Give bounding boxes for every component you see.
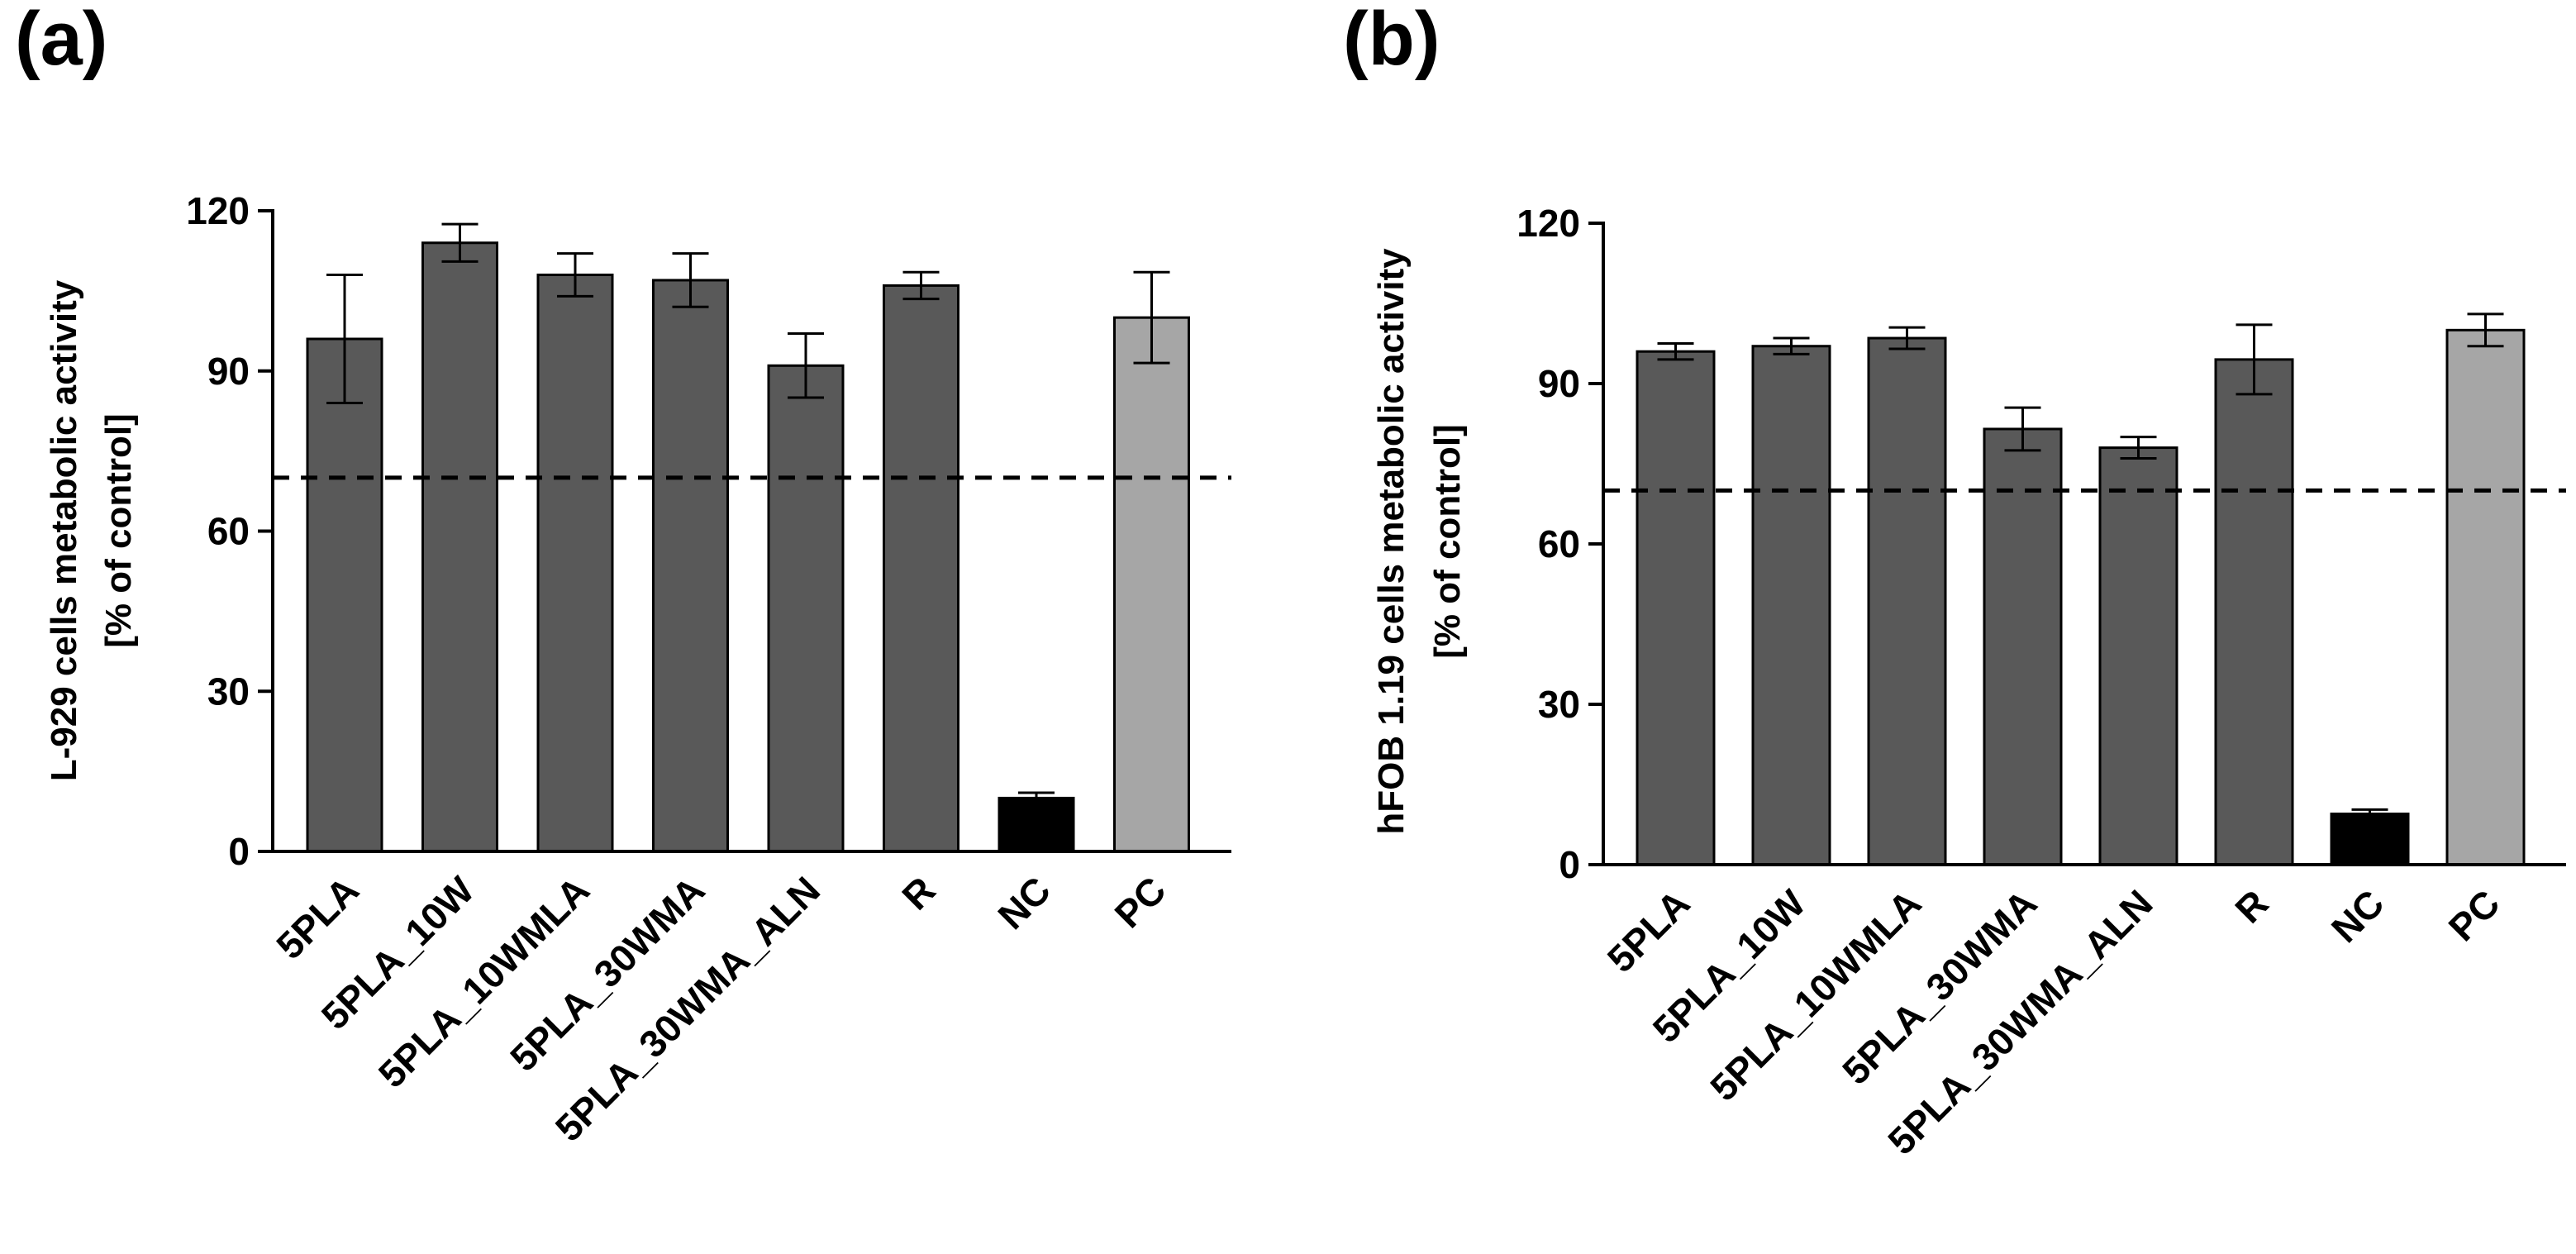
bar-5PLA_10WMLA [536,274,614,853]
y-axis-title-line1: hFOB 1.19 cells metabolic activity [1371,248,1412,835]
bar-NC [998,796,1075,853]
category-label: NC [989,868,1059,937]
category-label: 5PLA_10WMLA [1702,881,1929,1109]
y-tick-label: 90 [1538,362,1580,405]
y-tick-label: 120 [1517,202,1580,245]
bar-5PLA_30WMA [652,279,729,853]
y-axis-title-line1: L-929 cells metabolic activity [44,279,84,781]
bar-PC [1113,316,1190,853]
chart-panel-b: (b) hFOB 1.19 cells metabolic activity [% … [1343,0,2566,1163]
y-tick-label: 0 [228,830,250,873]
category-label: 5PLA [1599,881,1698,980]
y-tick-label: 30 [1538,683,1580,726]
y-tick-label: 60 [207,510,250,553]
bar-5PLA [306,337,383,853]
y-tick-label: 120 [186,189,250,232]
category-label: 5PLA_10WMLA [370,868,598,1095]
category-label: 5PLA_30WMA [502,868,712,1079]
category-label: 5PLA_30WMA [1834,881,2045,1092]
category-label: R [2226,881,2276,931]
bar-PC [2445,328,2526,866]
y-tick-label: 60 [1538,522,1580,565]
chart-panel-a: (a) L-929 cells metabolic activity [% of c… [15,0,1231,1150]
bar-R [2214,358,2294,866]
bar-5PLA_30WMA_ALN [767,364,845,853]
bar-R [883,284,959,853]
bar-5PLA_30WMA_ALN [2098,446,2178,866]
bar-5PLA_10W [421,241,498,853]
category-label: NC [2323,881,2393,951]
bar-5PLA_30WMA [1983,427,2063,866]
category-label: R [893,868,943,918]
panel-label: (a) [15,0,107,81]
y-tick-label: 90 [207,350,250,393]
bar-5PLA [1636,350,1716,866]
bar-5PLA_10WMLA [1867,336,1947,866]
category-label: PC [2440,881,2508,949]
category-label: PC [1107,868,1174,936]
bar-5PLA_10W [1751,345,1831,866]
category-label: 5PLA [268,868,367,967]
y-axis-title-line2: [% of control] [98,413,139,648]
y-tick-label: 0 [1559,843,1580,886]
y-tick-label: 30 [207,670,250,713]
y-axis-title-line2: [% of control] [1427,424,1468,659]
panel-label: (b) [1343,0,1440,81]
bar-NC [2330,813,2410,866]
